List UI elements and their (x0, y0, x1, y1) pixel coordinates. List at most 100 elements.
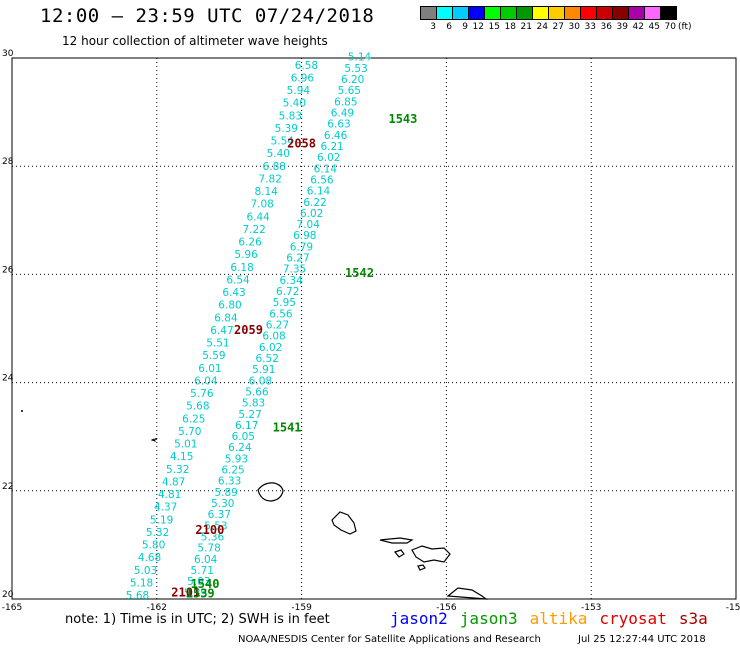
pass-time-label: 2101 (171, 585, 200, 599)
wave-height-label: 5.83 (242, 398, 265, 410)
wave-height-label: 6.85 (334, 96, 357, 108)
wave-height-label: 5.66 (245, 386, 269, 398)
wave-height-label: 6.98 (293, 230, 316, 242)
island-kauai (257, 482, 284, 502)
wave-height-label: 6.25 (182, 413, 205, 425)
wave-height-label: 6.24 (228, 442, 252, 454)
island-necker (155, 438, 157, 440)
color-scale-cell (644, 6, 661, 20)
wave-height-label: 4.81 (158, 489, 181, 501)
wave-height-label: 5.54 (271, 136, 295, 148)
wave-height-label: 6.22 (303, 197, 326, 209)
wave-height-label: 6.18 (230, 262, 253, 274)
satellite-tracks: 5.145.536.205.656.856.496.636.466.216.02… (126, 52, 372, 602)
generation-timestamp: Jul 25 12:27:44 UTC 2018 (578, 634, 706, 645)
legend-item-jason2: jason2 (390, 609, 448, 628)
wave-height-label: 5.36 (201, 532, 225, 544)
wave-height-label: 5.96 (234, 249, 258, 261)
wave-height-label: 5.68 (126, 590, 149, 602)
satellite-legend: jason2 jason3 altika cryosat s3a (390, 609, 708, 628)
wave-height-label: 6.72 (276, 286, 299, 298)
wave-height-label: 5.18 (130, 577, 153, 589)
wave-height-label: 6.34 (279, 275, 303, 287)
color-scale-label: 39 (616, 22, 628, 32)
lat-tick-label: 26 (2, 265, 14, 275)
wave-height-label: 6.08 (262, 331, 285, 343)
pass-time-label: 1543 (388, 112, 417, 126)
wave-height-label: 6.04 (194, 554, 218, 566)
wave-height-label: 6.02 (259, 342, 282, 354)
color-scale-cell (548, 6, 565, 20)
wave-height-label: 5.93 (225, 453, 248, 465)
wave-height-label: 7.08 (250, 199, 273, 211)
wave-height-label: 6.26 (238, 237, 262, 249)
wave-height-label: 6.27 (286, 253, 309, 265)
wave-height-label: 6.79 (290, 241, 313, 253)
wave-height-label: 5.27 (238, 409, 261, 421)
wave-height-label: 6.02 (300, 208, 323, 220)
island-niihau (150, 438, 156, 442)
color-scale-label: 3 (430, 22, 436, 32)
wave-height-label: 4.68 (138, 552, 161, 564)
lon-tick-label: -150 (726, 603, 740, 613)
wave-height-label: 5.51 (206, 338, 229, 350)
wave-height-label: 6.56 (269, 308, 293, 320)
wave-height-label: 5.32 (166, 464, 189, 476)
wave-height-label: 6.33 (218, 476, 241, 488)
wave-height-label: 6.14 (314, 163, 338, 175)
color-scale-label: 36 (600, 22, 612, 32)
wave-height-label: 6.02 (317, 152, 340, 164)
wave-height-label: 6.46 (324, 130, 348, 142)
wave-height-label: 6.96 (291, 72, 315, 84)
color-scale-cell (628, 6, 645, 20)
credit-line: NOAA/NESDIS Center for Satellite Applica… (238, 634, 541, 645)
color-scale-cell (612, 6, 629, 20)
lon-tick-label: -165 (2, 603, 22, 613)
color-scale-labels: 3 6 9 12 15 18 21 24 27 30 33 36 39 42 45 70 (ft) (420, 22, 692, 32)
color-scale-label: 24 (536, 22, 548, 32)
wave-height-label: 5.39 (275, 123, 298, 135)
pass-time-label: 2058 (287, 136, 316, 150)
wave-height-label: 5.03 (187, 576, 210, 588)
wave-height-label: 7.22 (242, 224, 265, 236)
wave-height-label: 6.20 (341, 74, 364, 86)
lat-tick-label: 22 (2, 482, 13, 492)
wave-height-label: 6.56 (310, 174, 334, 186)
wave-height-label: 6.44 (246, 211, 270, 223)
wave-height-label: 5.70 (178, 426, 201, 438)
wave-height-label: 5.59 (202, 350, 225, 362)
color-scale-label: 27 (552, 22, 564, 32)
wave-height-label: 5.94 (287, 85, 311, 97)
wave-height-label: 6.52 (256, 353, 279, 365)
color-scale-cell (500, 6, 517, 20)
wave-height-label: 6.14 (307, 186, 331, 198)
wave-height-label: 5.32 (146, 527, 169, 539)
wave-height-label: 5.83 (279, 110, 302, 122)
wave-height-label: 6.27 (266, 320, 289, 332)
color-scale-cell (452, 6, 469, 20)
island-hawaii (446, 587, 489, 600)
color-scale-unit: (ft) (678, 22, 692, 32)
page-subtitle: 12 hour collection of altimeter wave hei… (62, 34, 328, 48)
wave-height-label: 6.17 (235, 420, 258, 432)
color-scale-cell (436, 6, 453, 20)
island-molokai (379, 537, 414, 544)
pass-time-label: 1541 (273, 420, 302, 434)
wave-height-label: 6.47 (210, 325, 233, 337)
footer-note: note: 1) Time is in UTC; 2) SWH is in fe… (65, 612, 330, 627)
wave-height-label: 7.82 (259, 173, 282, 185)
wave-height-label: 5.95 (273, 297, 296, 309)
pass-time-label: 2059 (234, 323, 263, 337)
wave-height-label: 4.15 (170, 451, 193, 463)
wave-height-label: 5.40 (283, 98, 306, 110)
color-scale-label: 12 (472, 22, 484, 32)
color-scale-cell (420, 6, 437, 20)
color-scale-label: 70 (664, 22, 676, 32)
wave-height-label: 5.53 (344, 63, 367, 75)
page-title: 12:00 – 23:59 UTC 07/24/2018 (40, 5, 375, 27)
wave-height-label: 5.89 (214, 487, 237, 499)
wave-height-label: 6.43 (222, 287, 245, 299)
wave-height-label: 5.80 (142, 540, 165, 552)
lon-tick-label: -159 (291, 603, 312, 613)
